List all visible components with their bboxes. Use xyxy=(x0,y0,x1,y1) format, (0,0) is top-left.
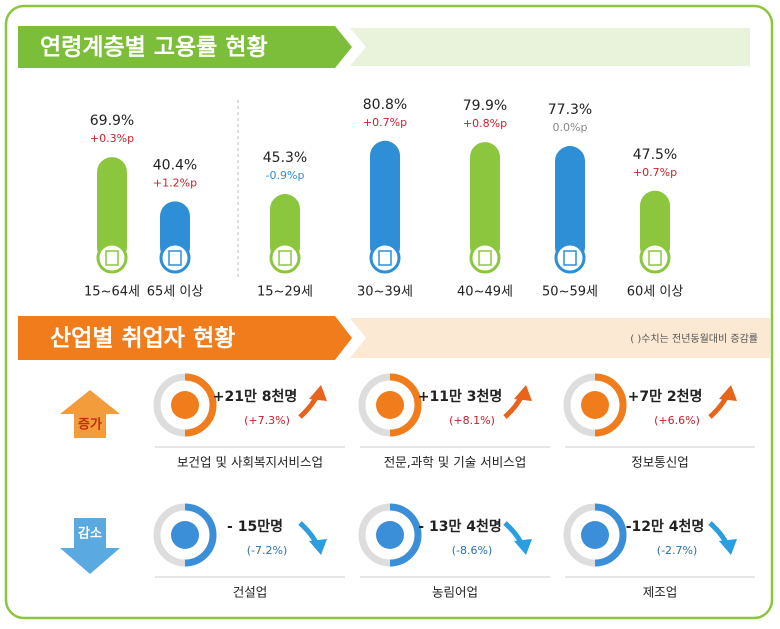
rate: (-2.7%) xyxy=(657,544,698,557)
trend-arrow-head xyxy=(719,385,737,401)
change-label: +0.8%p xyxy=(463,117,507,130)
change: - 15만명 xyxy=(227,518,283,535)
rate: (+8.1%) xyxy=(449,414,495,427)
industry-name: 제조업 xyxy=(643,585,678,600)
value-label: 47.5% xyxy=(633,147,677,163)
rate: (-8.6%) xyxy=(452,544,493,557)
bar-icon-doc xyxy=(278,250,292,266)
change-label: -0.9%p xyxy=(266,169,305,182)
down-arrow xyxy=(60,518,120,574)
rate: (+7.3%) xyxy=(244,414,290,427)
icon-ring-arc xyxy=(594,373,627,437)
value-label: 80.8% xyxy=(363,97,407,113)
bar-icon xyxy=(96,242,128,274)
icon xyxy=(171,521,199,549)
x-tick-label: 15~64세 xyxy=(84,285,140,300)
change: -12만 4천명 xyxy=(626,518,705,535)
change: +11만 3천명 xyxy=(418,388,502,405)
bar xyxy=(640,190,670,262)
industry-band xyxy=(350,318,770,358)
change-label: +1.2%p xyxy=(153,176,197,189)
x-tick-label: 15~29세 xyxy=(257,285,313,300)
icon-ring-arc xyxy=(594,503,627,567)
icon-ring-arc xyxy=(184,503,217,567)
rate: (-7.2%) xyxy=(247,544,288,557)
icon-ring-arc xyxy=(389,503,422,567)
title-banner xyxy=(18,26,352,68)
value-label: 45.3% xyxy=(263,150,307,166)
industry-name: 농림어업 xyxy=(432,585,478,600)
industry-note: ( )수치는 전년동월대비 증감률 xyxy=(630,333,758,345)
bar-icon-doc xyxy=(648,250,662,266)
title-band xyxy=(350,28,750,66)
x-tick-label: 30~39세 xyxy=(357,285,413,300)
bar-icon xyxy=(554,242,586,274)
bar-icon xyxy=(269,242,301,274)
industry-name: 전문,과학 및 기술 서비스업 xyxy=(384,455,526,470)
industry-name: 건설업 xyxy=(233,585,268,600)
x-tick-label: 50~59세 xyxy=(542,285,598,300)
icon xyxy=(171,391,199,419)
bar-icon-doc xyxy=(168,250,182,266)
decrease-label: 감소 xyxy=(78,527,102,542)
industry-title: 산업별 취업자 현황 xyxy=(50,326,235,352)
bar-icon-doc xyxy=(563,250,577,266)
rate: (+6.6%) xyxy=(654,414,700,427)
bar-icon xyxy=(369,242,401,274)
change: - 13만 4천명 xyxy=(418,518,501,535)
change-label: +0.7%p xyxy=(363,116,407,129)
icon-ring-arc xyxy=(389,373,422,437)
trend-arrow-head xyxy=(514,385,532,401)
bar-icon-doc xyxy=(105,250,119,266)
icon xyxy=(376,521,404,549)
change: +21만 8천명 xyxy=(213,388,297,405)
icon xyxy=(581,521,609,549)
value-label: 77.3% xyxy=(548,102,592,118)
change-label: +0.7%p xyxy=(633,166,677,179)
icon xyxy=(581,391,609,419)
trend-arrow-head xyxy=(309,539,327,555)
trend-arrow-head xyxy=(719,539,737,555)
bar xyxy=(555,146,585,262)
icon xyxy=(376,391,404,419)
x-tick-label: 40~49세 xyxy=(457,285,513,300)
trend-arrow-head xyxy=(309,385,327,401)
change-label: +0.3%p xyxy=(90,132,134,145)
industry-name: 정보통신업 xyxy=(631,455,689,470)
bar-icon xyxy=(639,242,671,274)
value-label: 79.9% xyxy=(463,98,507,114)
increase-label: 증가 xyxy=(78,418,102,433)
change-label: 0.0%p xyxy=(553,121,588,134)
value-label: 40.4% xyxy=(153,157,197,173)
bar-icon-doc xyxy=(378,250,392,266)
up-arrow xyxy=(60,390,120,438)
bar xyxy=(370,140,400,262)
industry-banner xyxy=(18,316,352,360)
bar xyxy=(97,157,127,262)
chart-title: 연령계층별 고용률 현황 xyxy=(40,35,268,61)
bar xyxy=(470,142,500,262)
trend-arrow-head xyxy=(514,539,532,555)
industry-name: 보건업 및 사회복지서비스업 xyxy=(177,455,323,470)
value-label: 69.9% xyxy=(90,113,134,129)
change: +7만 2천명 xyxy=(628,388,703,405)
bar-icon xyxy=(159,242,191,274)
icon-ring-arc xyxy=(184,373,217,437)
bar-icon xyxy=(469,242,501,274)
x-tick-label: 60세 이상 xyxy=(627,285,684,300)
bar-icon-doc xyxy=(478,250,492,266)
x-tick-label: 65세 이상 xyxy=(147,285,204,300)
